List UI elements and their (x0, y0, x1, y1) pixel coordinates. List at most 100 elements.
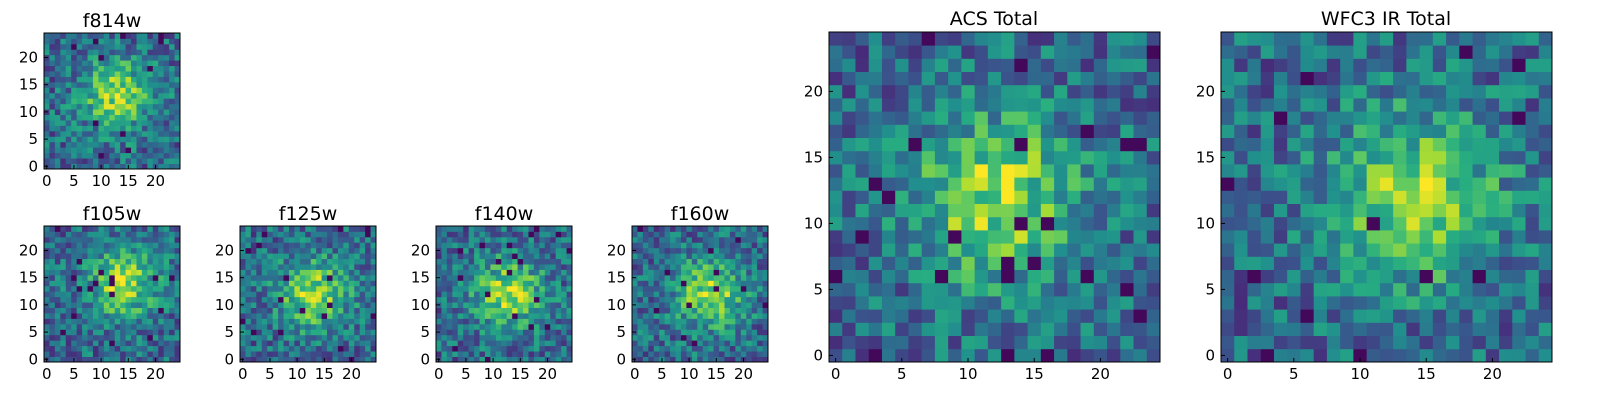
heatmap-cell (76, 92, 83, 99)
heatmap-cell (92, 323, 99, 330)
heatmap-cell (147, 125, 154, 132)
heatmap-cell (495, 269, 502, 276)
heatmap-cell (44, 264, 50, 270)
heatmap-cell (163, 98, 170, 105)
heatmap-cell (103, 340, 110, 347)
heatmap-cell (354, 280, 361, 287)
heatmap-cell (762, 302, 769, 308)
heatmap-cell (125, 264, 132, 270)
heatmap-cell (49, 158, 56, 164)
heatmap-cell (92, 130, 99, 137)
heatmap-cell (288, 269, 295, 276)
heatmap-cell (974, 164, 989, 178)
heatmap-cell (1107, 243, 1121, 257)
heatmap-cell (49, 269, 56, 276)
heatmap-cell (1234, 296, 1248, 310)
heatmap-cell (267, 258, 274, 265)
heatmap-cell (533, 313, 540, 319)
heatmap-cell (544, 340, 551, 347)
heatmap-cell (92, 163, 99, 170)
heatmap-cell (735, 307, 742, 314)
heatmap-cell (735, 231, 742, 238)
heatmap-cell (98, 136, 105, 143)
heatmap-cell (1313, 322, 1328, 336)
heatmap-cell (1300, 230, 1315, 244)
heatmap-cell (60, 49, 67, 56)
heatmap-cell (829, 190, 843, 204)
heatmap-cell (735, 280, 742, 287)
heatmap-cell (842, 58, 856, 72)
heatmap-cell (348, 323, 355, 330)
heatmap-cell (436, 340, 442, 347)
heatmap-cell (147, 351, 154, 357)
heatmap-cell (82, 33, 88, 39)
heatmap-cell (934, 45, 949, 59)
heatmap-cell (495, 236, 502, 243)
heatmap-cell (82, 323, 88, 330)
heatmap-cell (1419, 309, 1434, 323)
heatmap-cell (1221, 190, 1235, 204)
heatmap-cell (751, 329, 758, 336)
heatmap-cell (354, 231, 361, 238)
heatmap-cell (272, 236, 279, 243)
heatmap-cell (283, 242, 290, 249)
heatmap-cell (708, 291, 714, 298)
heatmap-cell (76, 264, 83, 270)
heatmap-cell (1120, 256, 1134, 270)
heatmap-cell (267, 313, 274, 319)
heatmap-cell (446, 334, 453, 341)
heatmap-cell (1353, 322, 1368, 336)
heatmap-cell (490, 285, 497, 292)
heatmap-cell (294, 274, 301, 281)
heatmap-cell (729, 231, 736, 238)
heatmap-cell (114, 351, 121, 357)
heatmap-cell (1001, 335, 1015, 350)
heatmap-cell (1485, 348, 1500, 363)
heatmap-cell (163, 334, 170, 341)
heatmap-cell (1120, 243, 1134, 257)
heatmap-cell (1459, 98, 1473, 112)
heatmap-cell (131, 54, 137, 61)
heatmap-cell (762, 296, 769, 303)
heatmap-cell (1313, 348, 1328, 363)
heatmap-cell (719, 329, 725, 336)
heatmap-cell (842, 256, 856, 270)
heatmap-cell (299, 258, 306, 265)
heatmap-cell (680, 329, 687, 336)
heatmap-cell (468, 313, 475, 319)
heatmap-cell (343, 351, 350, 357)
heatmap-cell (131, 147, 137, 154)
heatmap-cell (490, 296, 497, 303)
heatmap-cell (49, 253, 56, 260)
heatmap-cell (490, 253, 497, 260)
heatmap-cell (288, 264, 295, 270)
heatmap-cell (506, 340, 513, 347)
heatmap-cell (490, 274, 497, 281)
heatmap-cell (60, 71, 67, 77)
heatmap-cell (921, 137, 936, 152)
heatmap-cell (76, 236, 83, 243)
heatmap-cell (141, 236, 148, 243)
y-tick-label: 0 (28, 350, 38, 368)
heatmap-cell (1379, 282, 1394, 297)
heatmap-cell (136, 307, 143, 314)
heatmap-cell (370, 334, 377, 341)
heatmap-cell (697, 345, 704, 352)
heatmap-cell (1313, 216, 1328, 231)
heatmap-cell (158, 236, 165, 243)
heatmap-cell (163, 274, 170, 281)
heatmap-cell (1340, 98, 1354, 112)
heatmap-cell (1326, 335, 1341, 350)
x-tick-label: 10 (1350, 365, 1369, 383)
heatmap-cell (44, 147, 50, 154)
heatmap-cell (1446, 282, 1460, 297)
heatmap-cell (44, 76, 50, 83)
heatmap-cell (163, 345, 170, 352)
heatmap-cell (517, 318, 524, 325)
heatmap-cell (245, 236, 252, 243)
heatmap-cell (702, 323, 709, 330)
heatmap-cell (1485, 45, 1500, 59)
heatmap-cell (82, 329, 88, 336)
heatmap-cell (120, 103, 126, 110)
heatmap-cell (1419, 150, 1434, 165)
